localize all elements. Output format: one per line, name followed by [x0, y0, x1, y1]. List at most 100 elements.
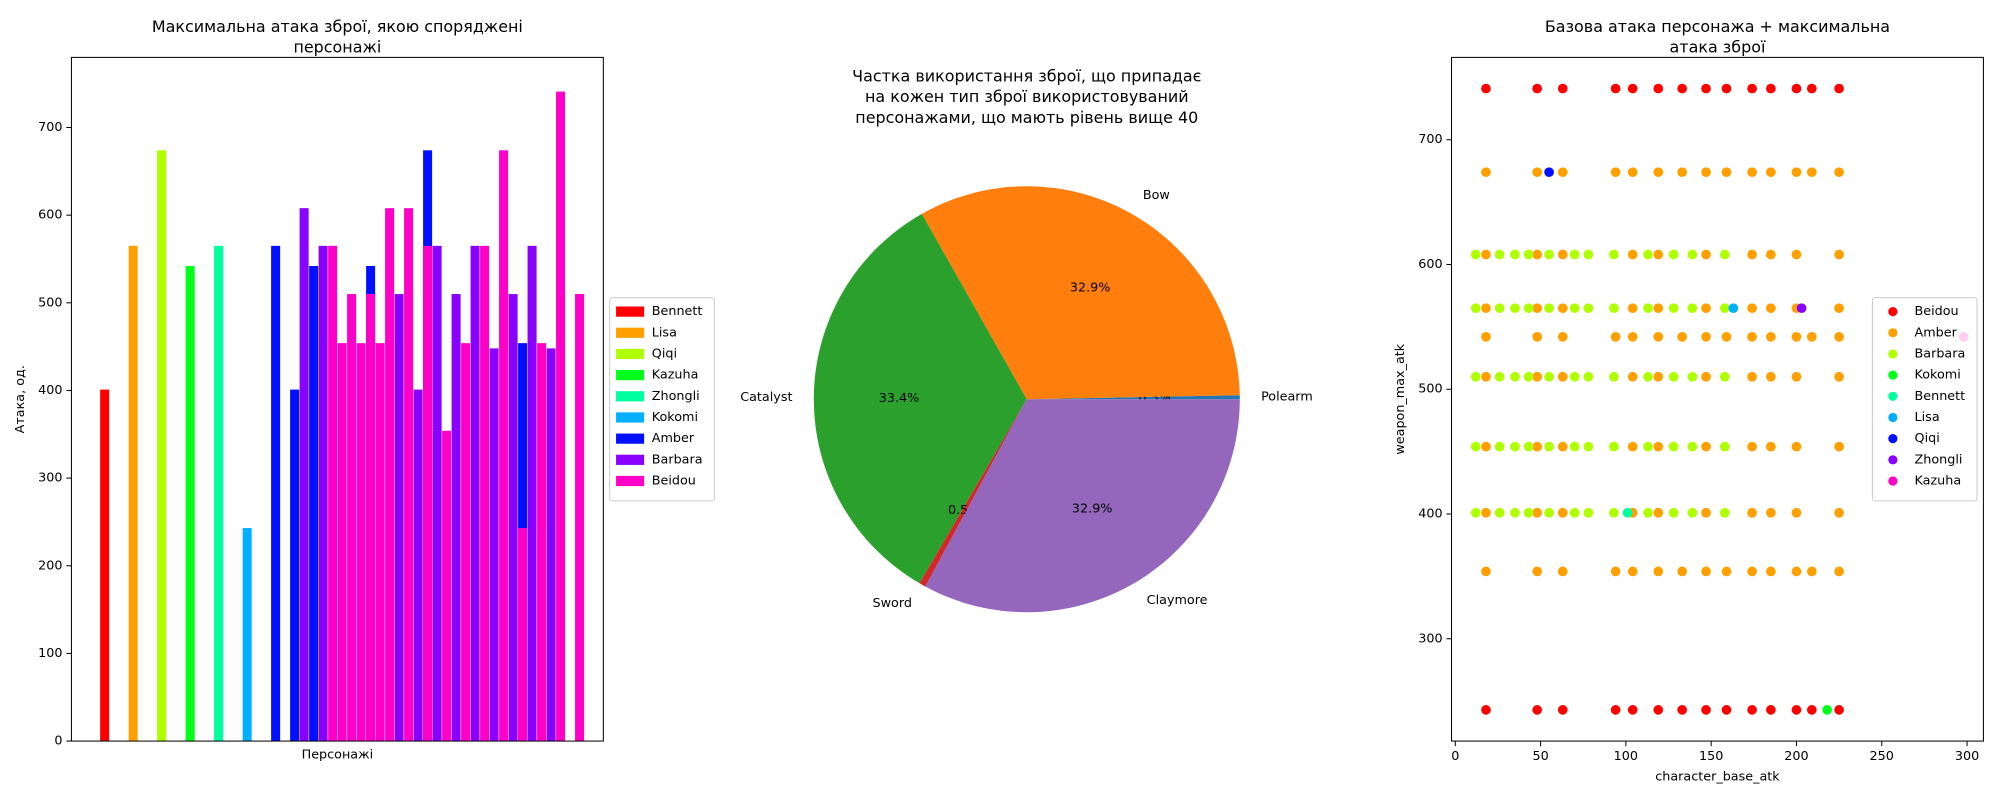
legend-label: Amber: [1915, 325, 1958, 340]
scatter-point: [1610, 566, 1621, 577]
scatter-point: [1721, 332, 1732, 342]
legend-label: Barbara: [1915, 346, 1966, 361]
chart-title: Базова атака персонажа + максимальна атак…: [1545, 16, 1890, 56]
bar: [385, 208, 395, 742]
scatter-point: [1544, 441, 1554, 452]
scatter-point: [1791, 441, 1802, 452]
scatter-point: [1834, 249, 1844, 260]
scatter-point: [1532, 303, 1543, 314]
pie-slice: [1026, 395, 1240, 400]
scatter-point: [1766, 167, 1776, 178]
pie-slice: [925, 399, 1240, 613]
bar: [470, 245, 480, 742]
scatter-point: [1569, 441, 1580, 452]
scatter-point: [1544, 249, 1554, 260]
bar: [318, 245, 328, 742]
x-tick-label: 250: [1870, 749, 1894, 764]
legend-swatch: [1888, 328, 1898, 338]
scatter-point: [1544, 303, 1554, 314]
bar: [508, 294, 518, 742]
scatter-point: [1643, 507, 1653, 518]
legend-label: Kazuha: [652, 368, 699, 383]
legend-swatch: [616, 475, 645, 487]
scatter-point: [1721, 167, 1732, 178]
legend-label: Kokomi: [1915, 368, 1961, 383]
scatter-point: [1677, 705, 1688, 715]
scatter-point: [1791, 332, 1802, 342]
pie-slice: [813, 213, 1027, 584]
scatter-point: [1677, 83, 1688, 94]
scatter-point: [1481, 566, 1491, 577]
scatter-point: [1523, 249, 1534, 260]
scatter-point: [1687, 507, 1698, 518]
scatter-point: [1557, 441, 1568, 452]
bar: [356, 343, 366, 742]
scatter-point: [1721, 705, 1732, 715]
scatter-point: [1481, 332, 1491, 342]
scatter-point: [1557, 249, 1568, 260]
scatter-point: [1583, 249, 1594, 260]
scatter-point: [1668, 441, 1679, 452]
scatter-point: [1481, 167, 1491, 178]
legend-swatch: [616, 306, 645, 317]
scatter-point: [1532, 371, 1543, 382]
scatter-point: [1791, 249, 1802, 260]
bar: [442, 430, 452, 742]
scatter-point: [1532, 566, 1543, 577]
y-axis-label: weapon_max_atk: [1393, 343, 1408, 454]
scatter-point: [1532, 705, 1543, 715]
scatter-point: [1791, 371, 1802, 382]
scatter-point: [1701, 332, 1711, 342]
bar: [242, 528, 252, 742]
bar: [499, 150, 509, 742]
legend-swatch: [616, 391, 645, 402]
scatter-point: [1622, 507, 1633, 518]
scatter-point: [1791, 507, 1802, 518]
scatter-point: [1481, 507, 1491, 518]
scatter-point: [1532, 441, 1543, 452]
scatter-point: [1791, 83, 1802, 94]
scatter-point: [1557, 332, 1568, 342]
scatter-point: [1766, 249, 1776, 260]
scatter-point: [1719, 371, 1730, 382]
scatter-point: [1627, 303, 1638, 314]
scatter-point: [1627, 371, 1638, 382]
legend-swatch: [1888, 349, 1898, 359]
scatter-point: [1687, 441, 1698, 452]
scatter-point: [1532, 167, 1543, 178]
scatter-point: [1747, 507, 1757, 518]
scatter-point: [1481, 371, 1491, 382]
bar: [366, 294, 376, 742]
y-tick-label: 500: [38, 295, 62, 310]
scatter-point: [1510, 507, 1520, 518]
y-tick-label: 500: [1418, 382, 1442, 397]
bar: [480, 245, 490, 742]
scatter-point: [1523, 507, 1534, 518]
bar: [214, 245, 224, 742]
scatter-point: [1557, 83, 1568, 94]
scatter-point: [1481, 705, 1491, 715]
scatter-point: [1583, 507, 1594, 518]
scatter-point: [1494, 441, 1505, 452]
scatter-point: [1510, 303, 1520, 314]
scatter-point: [1834, 332, 1844, 342]
scatter-point: [1481, 83, 1491, 94]
scatter-point: [1806, 83, 1817, 94]
scatter-point: [1719, 303, 1730, 314]
y-tick-label: 700: [38, 120, 62, 135]
scatter-point: [1766, 507, 1776, 518]
legend-swatch: [616, 370, 645, 381]
legend-label: Lisa: [652, 325, 677, 340]
y-tick-label: 600: [1418, 257, 1442, 272]
scatter-point: [1834, 705, 1844, 715]
bar: [157, 150, 167, 742]
scatter-point: [1569, 249, 1580, 260]
scatter-point: [1687, 303, 1698, 314]
scatter-point: [1747, 167, 1757, 178]
legend-label: Bennett: [652, 304, 703, 319]
scatter-point: [1677, 167, 1688, 178]
scatter-point: [1627, 83, 1638, 94]
chart-title: Максимальна атака зброї, якою споряджені…: [152, 16, 523, 56]
legend-swatch: [1888, 391, 1898, 401]
legend-label: Beidou: [1915, 304, 1959, 319]
